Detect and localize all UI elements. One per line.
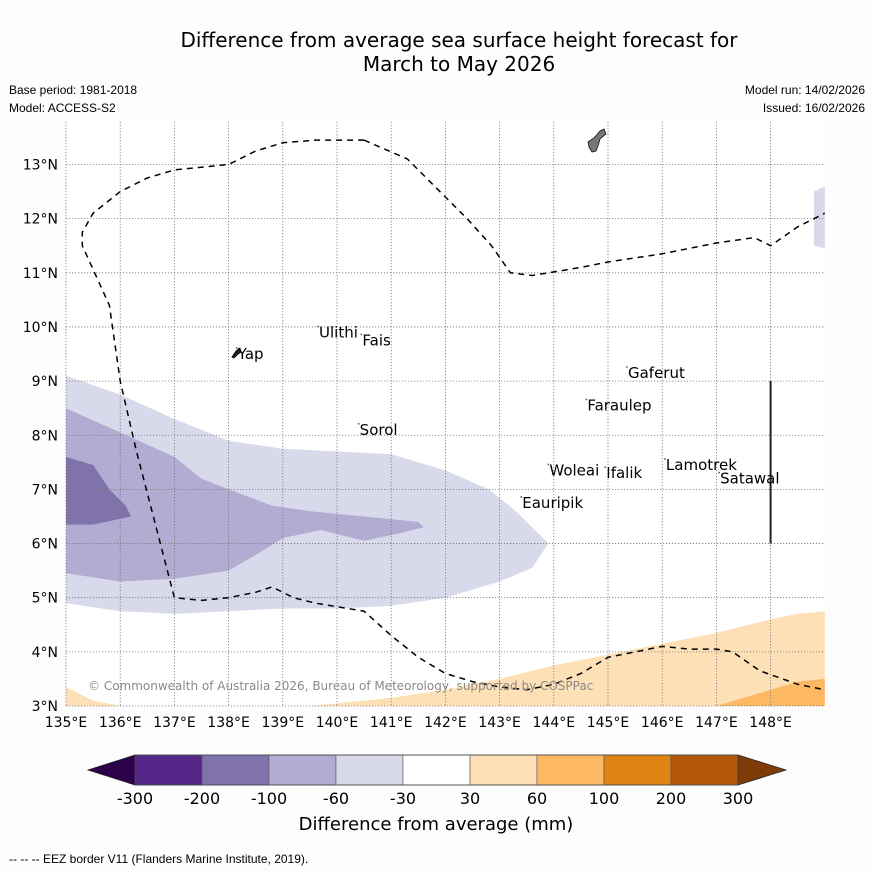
meta-right: Model run: 14/02/2026 Issued: 16/02/2026 bbox=[745, 81, 865, 117]
x-tick-label: 136°E bbox=[99, 715, 142, 731]
place-label: Satawal bbox=[720, 470, 779, 488]
place-label: Eauripik bbox=[522, 494, 583, 512]
colorbar-bin bbox=[670, 754, 739, 786]
place-label: Lamotrek bbox=[666, 456, 737, 474]
place-marker bbox=[235, 347, 238, 349]
anomaly-region-4 bbox=[66, 611, 825, 706]
colorbar-tick-label: 30 bbox=[460, 789, 480, 808]
y-tick-label: 6°N bbox=[32, 537, 58, 553]
colorbar-bin bbox=[201, 754, 270, 786]
colorbar-bin bbox=[603, 754, 672, 786]
x-tick-label: 139°E bbox=[262, 715, 305, 731]
x-tick-label: 145°E bbox=[587, 715, 630, 731]
base-period: Base period: 1981-2018 bbox=[9, 83, 138, 97]
colorbar-bin bbox=[469, 754, 538, 786]
place-marker bbox=[317, 325, 319, 328]
place-label: Sorol bbox=[360, 421, 398, 439]
place-marker bbox=[718, 471, 721, 474]
colorbar-tick-label: -300 bbox=[117, 789, 153, 808]
colorbar-tick-label: 300 bbox=[723, 789, 754, 808]
eez-border-line bbox=[363, 139, 825, 277]
chart-title: Difference from average sea surface heig… bbox=[0, 28, 873, 76]
place-marker bbox=[664, 458, 666, 460]
anomaly-region-3 bbox=[814, 186, 825, 249]
colorbar-bin bbox=[402, 754, 471, 786]
y-tick-label: 3°N bbox=[32, 699, 58, 715]
place-label: Woleai bbox=[549, 461, 599, 479]
place-marker bbox=[520, 496, 523, 498]
x-tick-label: 140°E bbox=[316, 715, 359, 731]
meta-left: Base period: 1981-2018 Model: ACCESS-S2 bbox=[9, 81, 137, 117]
colorbar-tick-label: -30 bbox=[390, 789, 416, 808]
x-tick-label: 141°E bbox=[370, 715, 413, 731]
chart-title-line-2: March to May 2026 bbox=[362, 52, 556, 76]
place-labels: Yap Ulithi Fais Sorol Gaferut Faraulep Woleai I… bbox=[235, 323, 780, 512]
colorbar-under-arrow bbox=[86, 754, 136, 786]
colorbar-tick-label: -100 bbox=[251, 789, 287, 808]
y-tick-label: 12°N bbox=[23, 212, 58, 228]
colorbar bbox=[86, 754, 788, 786]
place-marker bbox=[357, 422, 360, 425]
place-marker bbox=[360, 333, 363, 336]
copyright-text: © Commonwealth of Australia 2026, Bureau… bbox=[88, 679, 593, 693]
eez-footnote: -- -- -- EEZ border V11 (Flanders Marine… bbox=[9, 852, 309, 866]
colorbar-bin bbox=[268, 754, 337, 786]
x-tick-label: 137°E bbox=[153, 715, 196, 731]
model-run: Model run: 14/02/2026 bbox=[744, 83, 865, 97]
y-tick-label: 8°N bbox=[32, 428, 58, 444]
x-axis-ticks: 135°E 136°E 137°E 138°E 139°E 140°E 141°E 142°E… bbox=[45, 715, 792, 731]
colorbar-label: Difference from average (mm) bbox=[299, 814, 574, 835]
yap-island-shape bbox=[231, 347, 242, 359]
place-marker bbox=[585, 398, 588, 401]
x-tick-label: 135°E bbox=[45, 715, 88, 731]
land-features bbox=[231, 128, 607, 359]
x-tick-label: 144°E bbox=[533, 715, 576, 731]
place-label: Yap bbox=[237, 345, 264, 363]
colorbar-tick-label: 60 bbox=[527, 789, 547, 808]
gridlines bbox=[65, 122, 825, 707]
y-axis-ticks: 3°N 4°N 5°N 6°N 7°N 8°N 9°N 10°N 11°N 12°N 13°N bbox=[23, 158, 58, 716]
colorbar-ticks: -300 -200 -100 -60 -30 30 60 100 200 300 bbox=[117, 789, 753, 808]
place-label: Gaferut bbox=[628, 364, 685, 382]
model-name: Model: ACCESS-S2 bbox=[9, 101, 116, 115]
place-marker bbox=[626, 366, 628, 368]
y-tick-label: 13°N bbox=[23, 158, 58, 174]
anomaly-region-2 bbox=[66, 456, 131, 525]
place-label: Ifalik bbox=[606, 464, 642, 482]
place-marker bbox=[604, 466, 607, 469]
colorbar-tick-label: -200 bbox=[184, 789, 220, 808]
place-label: Ulithi bbox=[319, 323, 358, 341]
anomaly-region-1 bbox=[66, 408, 424, 582]
place-marker bbox=[547, 463, 550, 466]
colorbar-tick-label: 200 bbox=[656, 789, 687, 808]
y-tick-label: 7°N bbox=[32, 482, 58, 498]
x-tick-label: 148°E bbox=[749, 715, 792, 731]
x-tick-label: 143°E bbox=[478, 715, 521, 731]
y-tick-label: 9°N bbox=[32, 374, 58, 390]
guam-island-shape bbox=[587, 128, 607, 153]
x-tick-label: 138°E bbox=[207, 715, 250, 731]
colorbar-bin bbox=[536, 754, 605, 786]
chart-title-line-1: Difference from average sea surface heig… bbox=[180, 28, 738, 52]
colorbar-bin bbox=[134, 754, 203, 786]
y-tick-label: 5°N bbox=[32, 591, 58, 607]
y-tick-label: 10°N bbox=[23, 320, 58, 336]
x-tick-label: 142°E bbox=[424, 715, 467, 731]
x-tick-label: 147°E bbox=[695, 715, 738, 731]
colorbar-tick-label: 100 bbox=[589, 789, 620, 808]
place-label: Fais bbox=[362, 331, 391, 349]
place-label: Faraulep bbox=[587, 396, 651, 414]
colorbar-tick-label: -60 bbox=[323, 789, 349, 808]
issued-date: Issued: 16/02/2026 bbox=[762, 101, 865, 115]
colorbar-outline bbox=[134, 754, 739, 786]
y-tick-label: 11°N bbox=[23, 266, 58, 282]
colorbar-over-arrow bbox=[737, 754, 788, 786]
colorbar-bin bbox=[335, 754, 404, 786]
eez-border bbox=[81, 139, 825, 691]
x-tick-label: 146°E bbox=[641, 715, 684, 731]
eez-border-line bbox=[81, 139, 825, 691]
y-tick-label: 4°N bbox=[32, 645, 58, 661]
